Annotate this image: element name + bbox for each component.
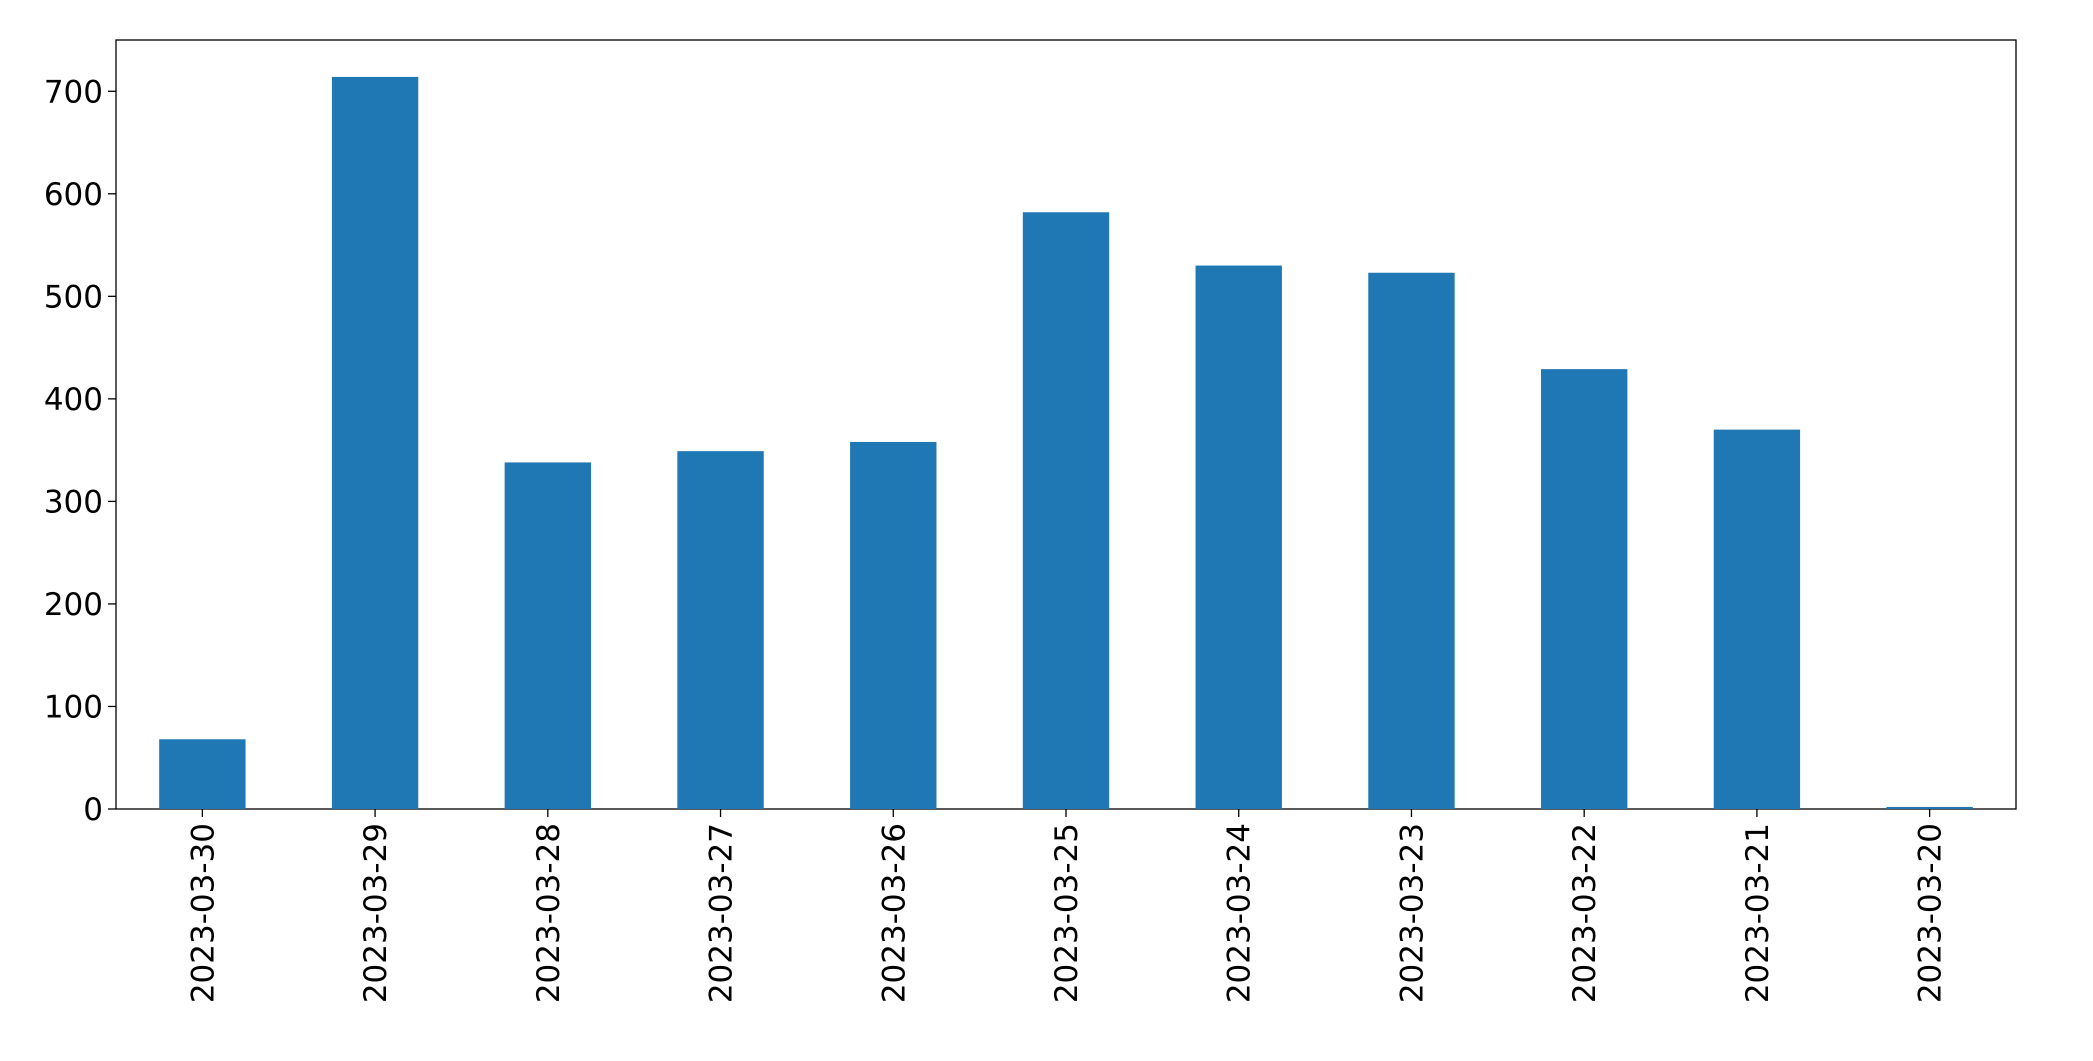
x-tick-label: 2023-03-20 — [1913, 823, 1949, 1003]
x-tick-label: 2023-03-25 — [1049, 823, 1085, 1003]
y-tick-label: 600 — [44, 177, 103, 213]
y-tick-label: 200 — [44, 587, 103, 623]
bar — [1022, 212, 1110, 810]
y-tick-label: 700 — [44, 74, 103, 110]
x-tick-label: 2023-03-23 — [1394, 823, 1430, 1003]
y-tick-label: 300 — [44, 484, 103, 520]
y-tick-label: 500 — [44, 279, 103, 315]
x-tick-label: 2023-03-29 — [358, 823, 394, 1003]
bar — [1541, 369, 1628, 809]
bar — [677, 451, 764, 809]
x-tick-label: 2023-03-21 — [1740, 823, 1776, 1003]
bar — [1886, 806, 1973, 809]
x-tick-label: 2023-03-22 — [1567, 823, 1603, 1003]
x-tick-label: 2023-03-28 — [531, 823, 567, 1003]
x-tick-label: 2023-03-26 — [876, 823, 912, 1003]
x-tick-label: 2023-03-27 — [704, 823, 740, 1003]
bar — [331, 76, 419, 810]
bar — [1195, 265, 1282, 809]
x-tick-label: 2023-03-24 — [1222, 823, 1258, 1003]
bar — [1713, 429, 1801, 809]
bar — [159, 739, 246, 809]
bar — [850, 441, 937, 809]
bar — [504, 462, 591, 809]
x-tick-label: 2023-03-30 — [185, 823, 221, 1003]
bar — [1368, 272, 1455, 809]
y-tick-label: 100 — [44, 689, 103, 725]
y-tick-label: 400 — [44, 382, 103, 418]
y-tick-label: 0 — [83, 792, 103, 828]
